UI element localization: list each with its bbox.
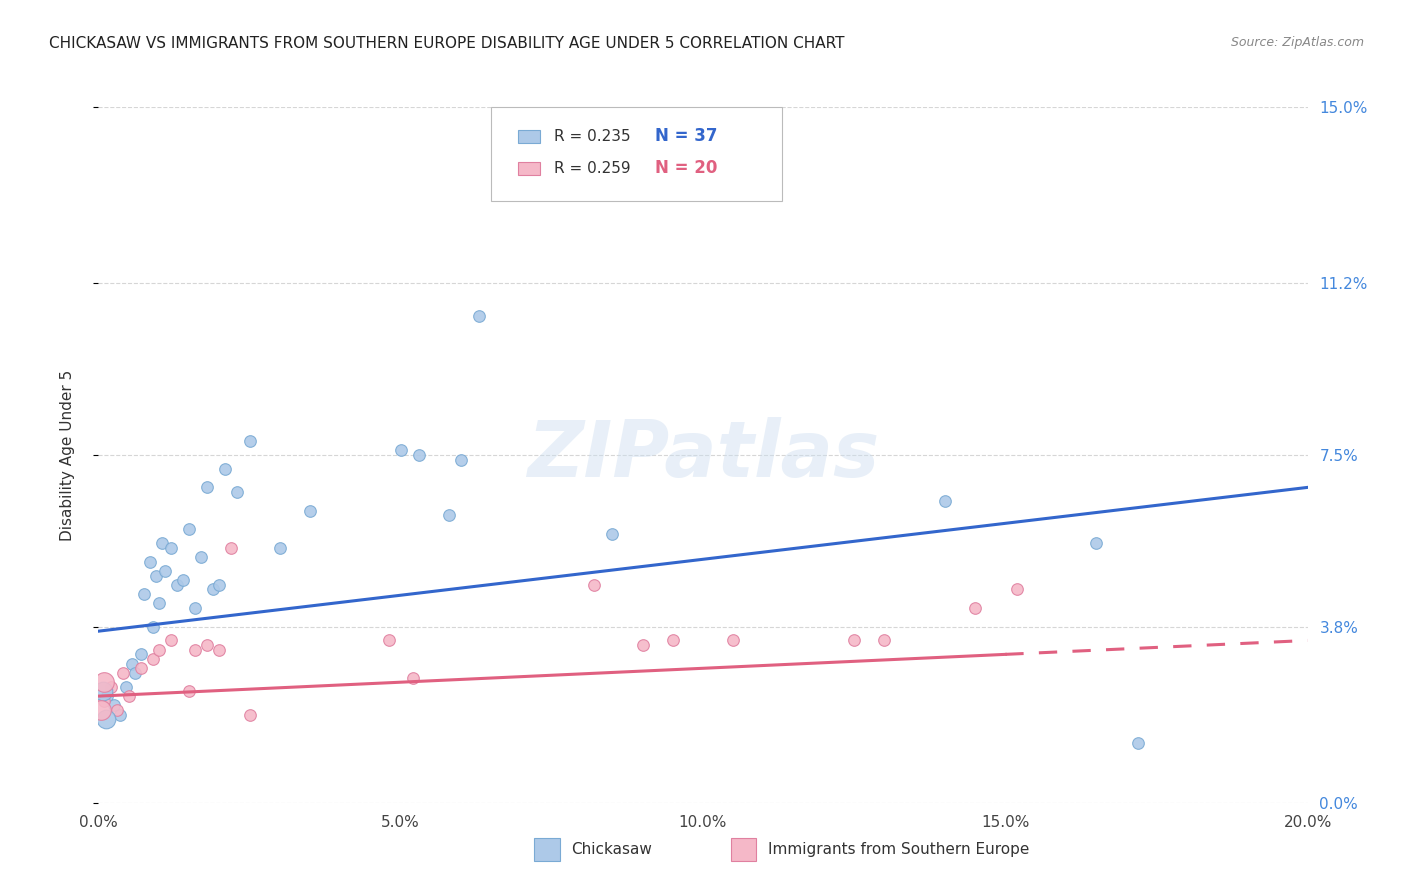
Point [103,698,125,713]
Point [208,578,231,592]
Point [148,642,170,657]
Point [661,633,683,648]
Point [965,601,987,615]
Point [142,619,165,633]
Point [195,480,218,494]
Point [179,684,201,698]
Point [132,587,155,601]
Point [468,309,491,323]
Text: Chickasaw: Chickasaw [571,842,652,857]
Point [190,549,212,564]
Point [105,703,128,717]
Text: R = 0.259: R = 0.259 [554,161,631,176]
Point [145,568,167,582]
Point [437,508,460,523]
Point [1085,536,1108,550]
Text: Source: ZipAtlas.com: Source: ZipAtlas.com [1230,36,1364,49]
Point [172,573,194,587]
Point [583,578,606,592]
Point [214,462,236,476]
Point [129,648,152,662]
Point [873,633,896,648]
Point [450,452,472,467]
Point [90,703,112,717]
Point [844,633,866,648]
FancyBboxPatch shape [517,162,540,175]
Point [269,541,291,555]
Point [142,652,165,666]
Point [166,578,188,592]
Text: ZIPatlas: ZIPatlas [527,417,879,493]
Point [114,680,136,694]
Point [96,689,118,703]
Point [93,675,115,690]
Point [202,582,225,597]
Point [139,555,162,569]
Y-axis label: Disability Age Under 5: Disability Age Under 5 [60,369,75,541]
Point [631,638,654,652]
Point [91,684,114,698]
Point [184,601,207,615]
Point [402,671,425,685]
Point [121,657,143,671]
Point [934,494,956,508]
Point [94,712,117,726]
Point [153,564,176,578]
Point [723,633,745,648]
Point [239,434,262,448]
Point [160,633,183,648]
FancyBboxPatch shape [517,130,540,143]
Text: N = 37: N = 37 [655,128,717,145]
Text: Immigrants from Southern Europe: Immigrants from Southern Europe [768,842,1029,857]
Point [93,694,115,708]
Point [108,707,131,722]
Point [124,665,146,680]
Point [299,503,322,517]
Point [148,596,170,610]
Text: N = 20: N = 20 [655,160,717,178]
FancyBboxPatch shape [492,107,782,201]
Point [118,689,141,703]
Point [239,707,262,722]
Point [184,642,207,657]
Point [111,665,134,680]
Point [226,485,249,500]
Point [221,541,243,555]
Point [100,680,122,694]
Point [377,633,399,648]
Point [150,536,173,550]
Text: CHICKASAW VS IMMIGRANTS FROM SOUTHERN EUROPE DISABILITY AGE UNDER 5 CORRELATION : CHICKASAW VS IMMIGRANTS FROM SOUTHERN EU… [49,36,845,51]
Point [1007,582,1029,597]
Point [129,661,152,675]
Point [208,642,231,657]
Point [179,522,201,536]
Point [602,526,624,541]
Point [408,448,430,462]
Point [1128,735,1150,749]
Point [160,541,183,555]
Point [389,443,412,458]
Point [195,638,218,652]
Text: R = 0.235: R = 0.235 [554,128,631,144]
